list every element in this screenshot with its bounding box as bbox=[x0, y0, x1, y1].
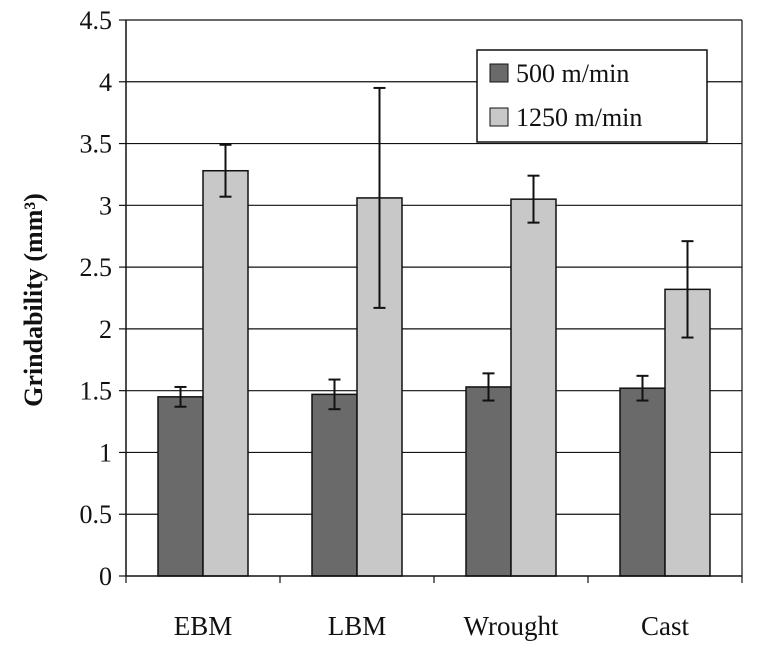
y-tick-label: 0.5 bbox=[80, 500, 113, 529]
y-tick-label: 4 bbox=[99, 68, 112, 97]
bars bbox=[157, 169, 711, 577]
bar-cast-500 bbox=[619, 387, 666, 577]
legend: 500 m/min 1250 m/min bbox=[476, 49, 708, 143]
x-category-label: Wrought bbox=[464, 611, 559, 641]
y-tick-label: 1 bbox=[99, 438, 112, 467]
legend-swatch-1250 bbox=[489, 107, 509, 127]
bar-ebm-500 bbox=[157, 396, 204, 577]
y-tick-label: 1.5 bbox=[80, 377, 113, 406]
y-tick-label: 3 bbox=[99, 191, 112, 220]
y-tick-label: 2 bbox=[99, 315, 112, 344]
y-tick-label: 3.5 bbox=[80, 130, 113, 159]
legend-swatch-500 bbox=[489, 63, 509, 83]
bar-lbm-500 bbox=[311, 393, 358, 577]
y-tick-label: 0 bbox=[99, 562, 112, 591]
bar-ebm-1250 bbox=[202, 169, 249, 577]
y-tick-labels: 0 0.5 1 1.5 2 2.5 3 3.5 4 4.5 bbox=[80, 6, 113, 591]
legend-label-500: 500 m/min bbox=[516, 59, 629, 88]
x-category-label: EBM bbox=[174, 611, 233, 641]
legend-label-1250: 1250 m/min bbox=[516, 103, 642, 132]
error-bars bbox=[174, 86, 694, 411]
legend-box bbox=[476, 49, 708, 143]
bar-wrought-500 bbox=[465, 386, 512, 577]
y-tick-label: 4.5 bbox=[80, 6, 113, 35]
x-category-label: LBM bbox=[328, 611, 387, 641]
x-category-labels: EBM LBM Wrought Cast bbox=[174, 611, 690, 641]
axes bbox=[119, 19, 743, 583]
x-category-label: Cast bbox=[641, 611, 690, 641]
bar-wrought-1250 bbox=[510, 198, 557, 577]
y-tick-label: 2.5 bbox=[80, 253, 113, 282]
y-axis-label: Grindability (mm³) bbox=[19, 193, 48, 407]
